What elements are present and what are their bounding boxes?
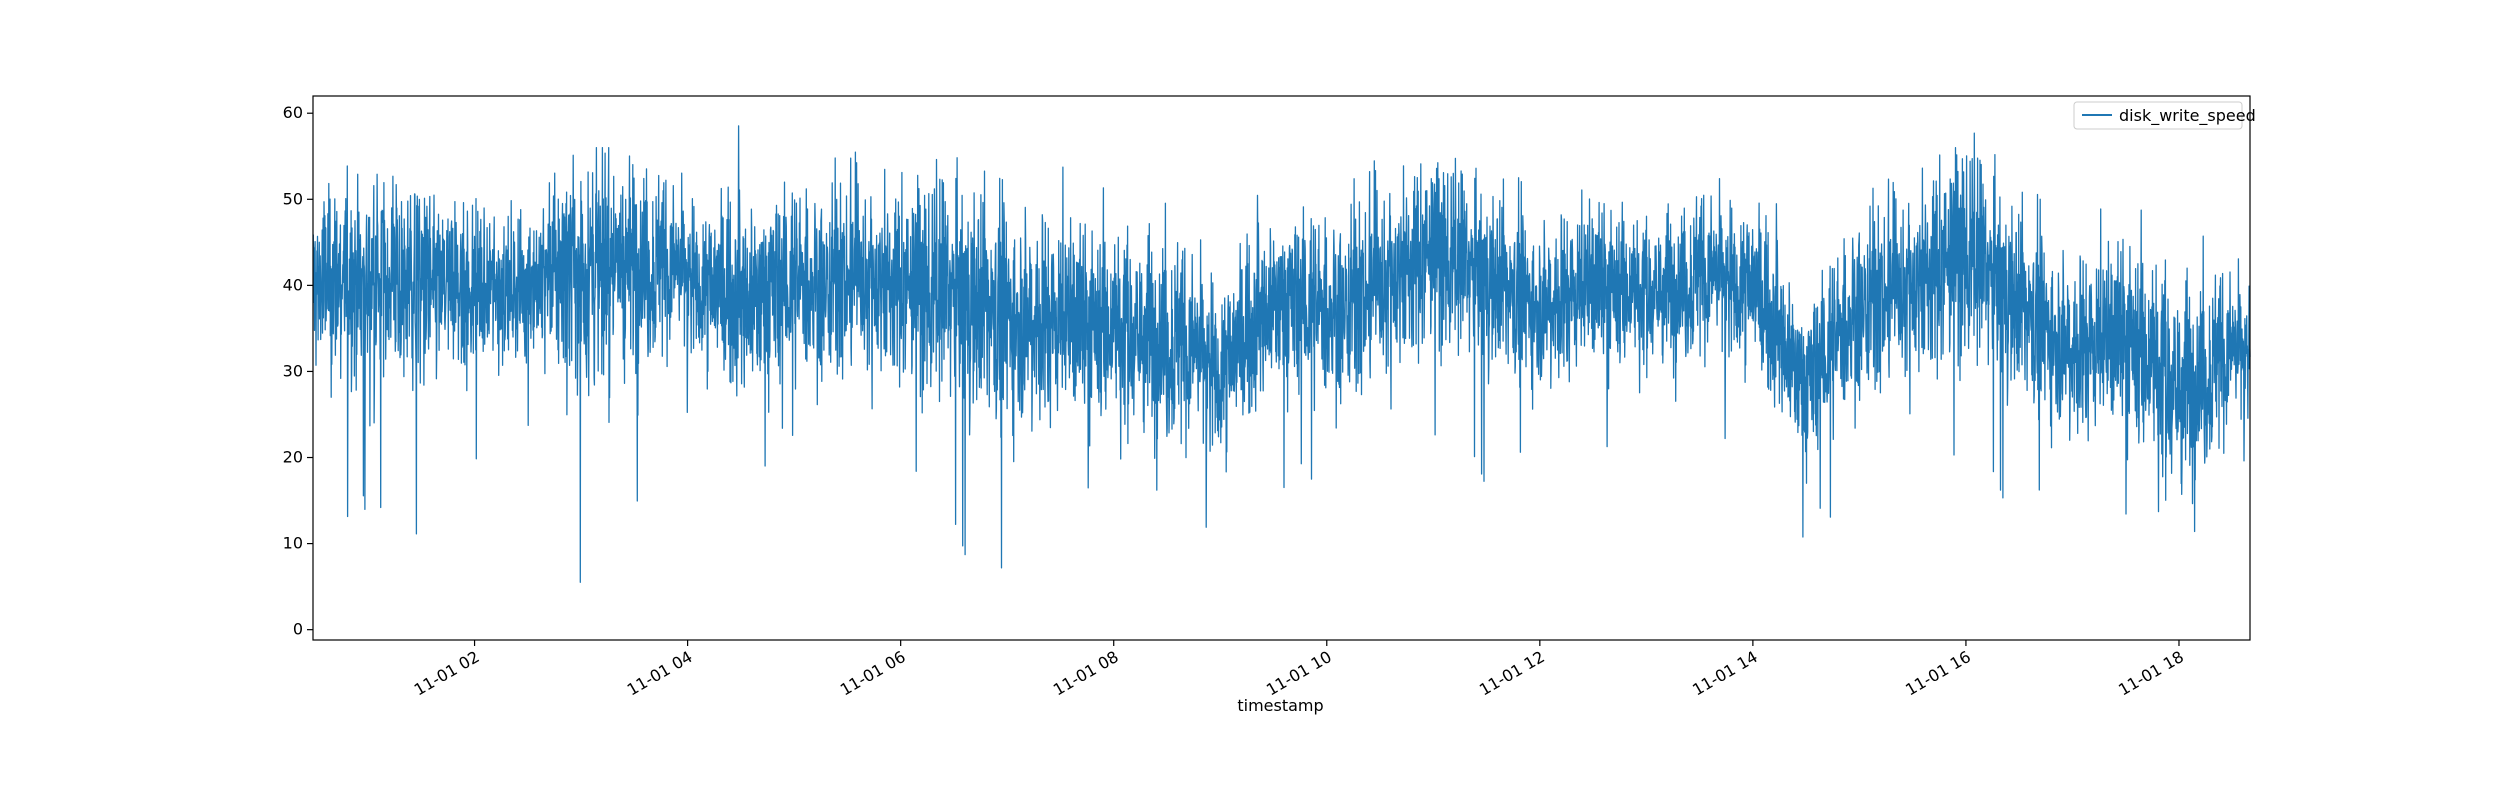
y-tick-label: 30 [283,361,303,380]
y-tick-label: 60 [283,103,303,122]
y-tick-label: 50 [283,189,303,208]
y-tick-label: 0 [293,620,303,639]
axes-frame [312,95,2251,641]
x-axis-label: timestamp [1237,696,1323,715]
y-tick-label: 40 [283,275,303,294]
series-line-disk-write-speed [312,125,2251,583]
legend-box [2073,101,2243,130]
plot-area [312,125,2251,583]
legend-entry-disk-write-speed: disk_write_speed [2119,106,2256,126]
legend: disk_write_speed [2073,101,2256,130]
y-tick-label: 10 [283,534,303,553]
y-axis: 0 10 20 30 40 50 60 [283,103,313,639]
y-tick-label: 20 [283,448,303,467]
